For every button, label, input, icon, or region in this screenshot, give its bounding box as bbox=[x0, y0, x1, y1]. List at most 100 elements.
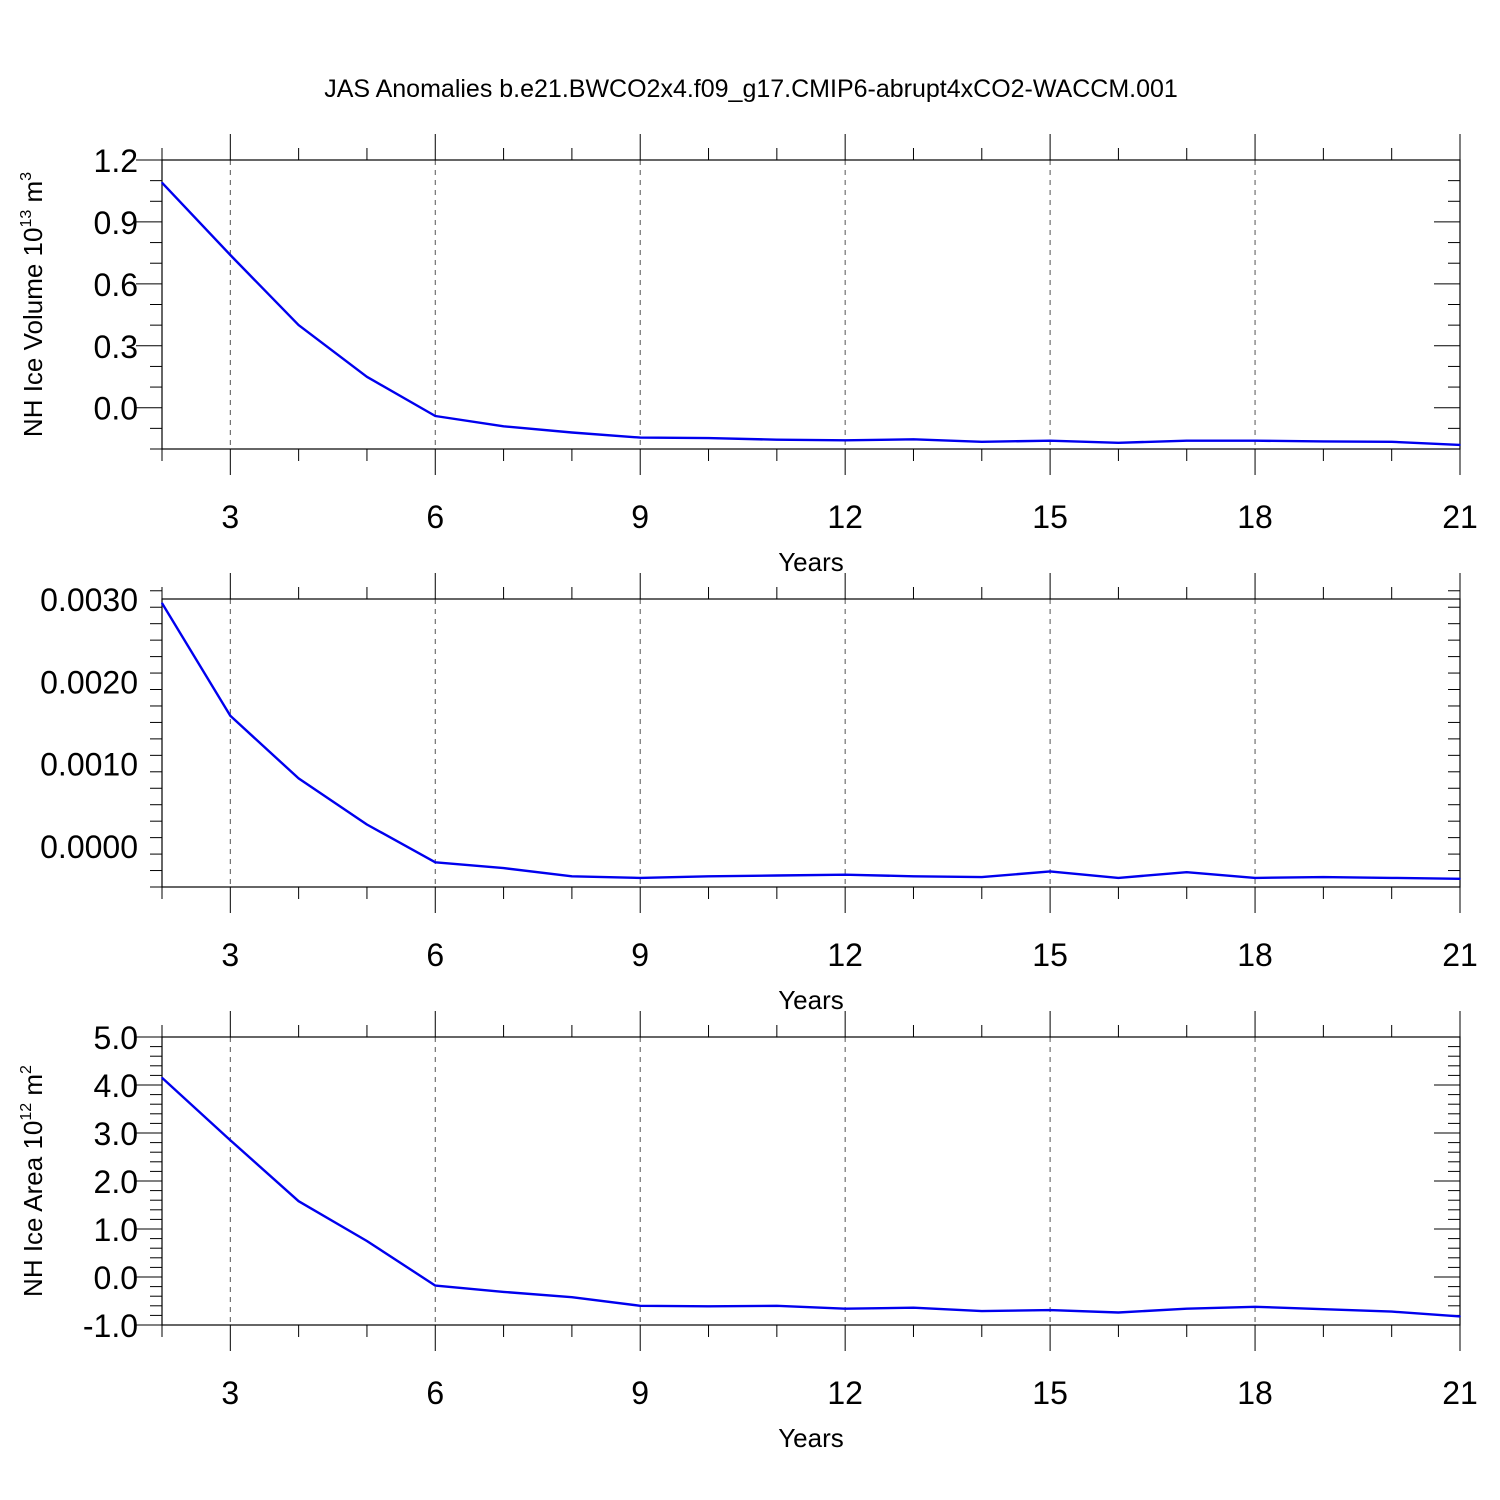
x-tick-label: 15 bbox=[1032, 499, 1068, 535]
data-point bbox=[1049, 1309, 1051, 1311]
data-point bbox=[161, 181, 163, 184]
data-point bbox=[571, 431, 573, 434]
x-tick-label: 21 bbox=[1442, 1375, 1478, 1411]
y-axis-title: NH Ice Volume 1013 m3 bbox=[18, 172, 48, 437]
data-point bbox=[844, 873, 846, 876]
data-point bbox=[502, 1291, 505, 1293]
y-tick-label: 0.0020 bbox=[40, 664, 138, 700]
y-tick-label: 0.3 bbox=[94, 329, 138, 365]
x-tick-label: 3 bbox=[221, 499, 239, 535]
data-point bbox=[434, 861, 437, 864]
panel-1: 0.0 0.3 0.6 0.9 1.2 3 6 9 12 15 18 21 Years NH Ice Vo… bbox=[18, 134, 1478, 577]
data-point bbox=[297, 324, 300, 326]
data-point bbox=[297, 777, 300, 780]
data-point bbox=[639, 1305, 642, 1307]
data-point bbox=[1117, 1311, 1120, 1314]
x-tick-label: 6 bbox=[426, 937, 444, 973]
plot-frame bbox=[161, 598, 1461, 888]
x-tick-label: 21 bbox=[1442, 499, 1478, 535]
y-tick-label: 1.0 bbox=[94, 1212, 138, 1248]
data-point bbox=[1117, 877, 1120, 879]
x-tick-label: 6 bbox=[426, 1375, 444, 1411]
y-axis-title: NH Ice Area 1012 m2 bbox=[18, 1065, 48, 1297]
data-point bbox=[980, 440, 983, 443]
x-tick-label: 12 bbox=[827, 1375, 863, 1411]
data-point bbox=[707, 1305, 710, 1308]
data-point bbox=[912, 438, 915, 441]
data-point bbox=[161, 1077, 163, 1079]
data-point bbox=[571, 1296, 573, 1298]
panel-3: -1.0 0.0 1.0 2.0 3.0 4.0 5.0 3 6 9 12 15 18 21 Years NH… bbox=[18, 1011, 1478, 1453]
data-point bbox=[229, 715, 232, 717]
data-point bbox=[161, 602, 163, 604]
data-point bbox=[1459, 444, 1461, 446]
x-tick-label: 9 bbox=[631, 1375, 649, 1411]
data-point bbox=[1459, 877, 1461, 880]
x-tick-label: 18 bbox=[1237, 1375, 1273, 1411]
y-tick-label: 1.2 bbox=[94, 143, 138, 179]
y-tick-label: 0.0 bbox=[94, 391, 138, 427]
data-point bbox=[912, 875, 915, 878]
data-point bbox=[844, 439, 846, 442]
plot-frame bbox=[161, 159, 1461, 450]
x-axis-title: Years bbox=[778, 985, 844, 1015]
data-point bbox=[1117, 442, 1120, 444]
data-point bbox=[1185, 439, 1188, 442]
x-tick-label: 18 bbox=[1237, 499, 1273, 535]
y-tick-label: 0.0030 bbox=[40, 582, 138, 618]
series-line bbox=[160, 602, 1461, 880]
x-tick-label: 3 bbox=[221, 1375, 239, 1411]
y-tick-label: 0.0010 bbox=[40, 747, 138, 783]
data-point bbox=[1322, 876, 1325, 878]
data-point bbox=[980, 876, 983, 878]
data-point bbox=[1390, 440, 1393, 443]
x-tick-label: 6 bbox=[426, 499, 444, 535]
y-tick-label: 0.6 bbox=[94, 267, 138, 303]
y-tick-label: 3.0 bbox=[94, 1116, 138, 1152]
x-tick-label: 12 bbox=[827, 937, 863, 973]
data-point bbox=[707, 437, 710, 439]
data-point bbox=[571, 875, 573, 878]
data-point bbox=[502, 867, 505, 869]
x-tick-label: 12 bbox=[827, 499, 863, 535]
x-tick-label: 9 bbox=[631, 937, 649, 973]
x-tick-label: 15 bbox=[1032, 1375, 1068, 1411]
y-tick-label: 0.9 bbox=[94, 205, 138, 241]
data-point bbox=[434, 1284, 437, 1287]
data-point bbox=[776, 1305, 778, 1307]
data-point bbox=[366, 375, 368, 378]
data-point bbox=[1254, 877, 1256, 879]
data-point bbox=[1254, 439, 1256, 442]
y-tick-label: -1.0 bbox=[83, 1308, 138, 1344]
data-point bbox=[1254, 1305, 1256, 1308]
y-tick-label: 4.0 bbox=[94, 1068, 138, 1104]
series-line bbox=[161, 181, 1461, 447]
data-point bbox=[1185, 871, 1188, 873]
data-point bbox=[844, 1307, 846, 1310]
data-point bbox=[229, 254, 232, 256]
x-axis-title: Years bbox=[778, 1423, 844, 1453]
data-point bbox=[297, 1200, 300, 1202]
data-point bbox=[776, 874, 778, 877]
x-tick-label: 15 bbox=[1032, 937, 1068, 973]
data-point bbox=[980, 1310, 983, 1312]
x-tick-label: 18 bbox=[1237, 937, 1273, 973]
data-point bbox=[707, 875, 710, 878]
x-tick-label: 9 bbox=[631, 499, 649, 535]
data-point bbox=[639, 436, 642, 439]
data-point bbox=[776, 438, 778, 441]
data-point bbox=[1322, 1308, 1325, 1310]
series-line bbox=[161, 1076, 1461, 1318]
data-point bbox=[639, 877, 642, 879]
data-point bbox=[366, 1240, 368, 1242]
data-point bbox=[1049, 439, 1051, 442]
data-point bbox=[366, 823, 368, 826]
data-point bbox=[229, 1139, 232, 1141]
data-point bbox=[1049, 870, 1051, 873]
x-tick-label: 21 bbox=[1442, 937, 1478, 973]
y-tick-label: 5.0 bbox=[94, 1020, 138, 1056]
data-point bbox=[502, 425, 505, 428]
data-point bbox=[1390, 1310, 1393, 1313]
data-point bbox=[1459, 1315, 1461, 1318]
